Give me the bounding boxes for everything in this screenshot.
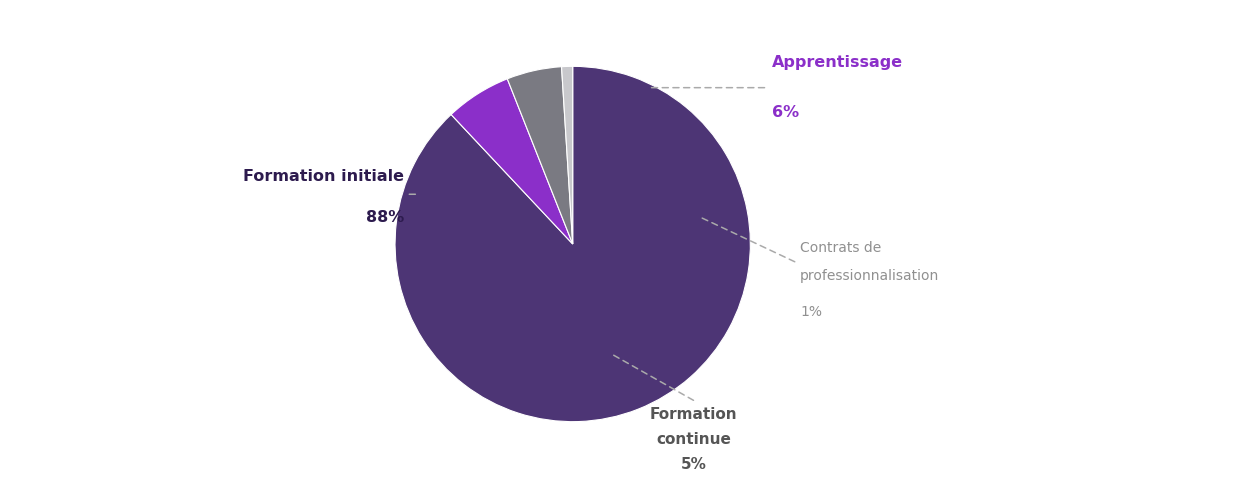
Text: Contrats de: Contrats de [800,241,881,255]
Text: 1%: 1% [800,305,823,319]
Text: Formation initiale: Formation initiale [243,169,404,184]
Wedge shape [451,79,572,244]
Text: 6%: 6% [771,105,799,120]
Text: Formation: Formation [650,407,737,423]
Wedge shape [507,67,572,244]
Text: 5%: 5% [681,457,706,472]
Wedge shape [396,66,750,422]
Text: professionnalisation: professionnalisation [800,269,939,283]
Wedge shape [562,66,572,244]
Text: Apprentissage: Apprentissage [771,55,903,70]
Text: 88%: 88% [366,210,404,225]
Text: continue: continue [656,432,731,447]
